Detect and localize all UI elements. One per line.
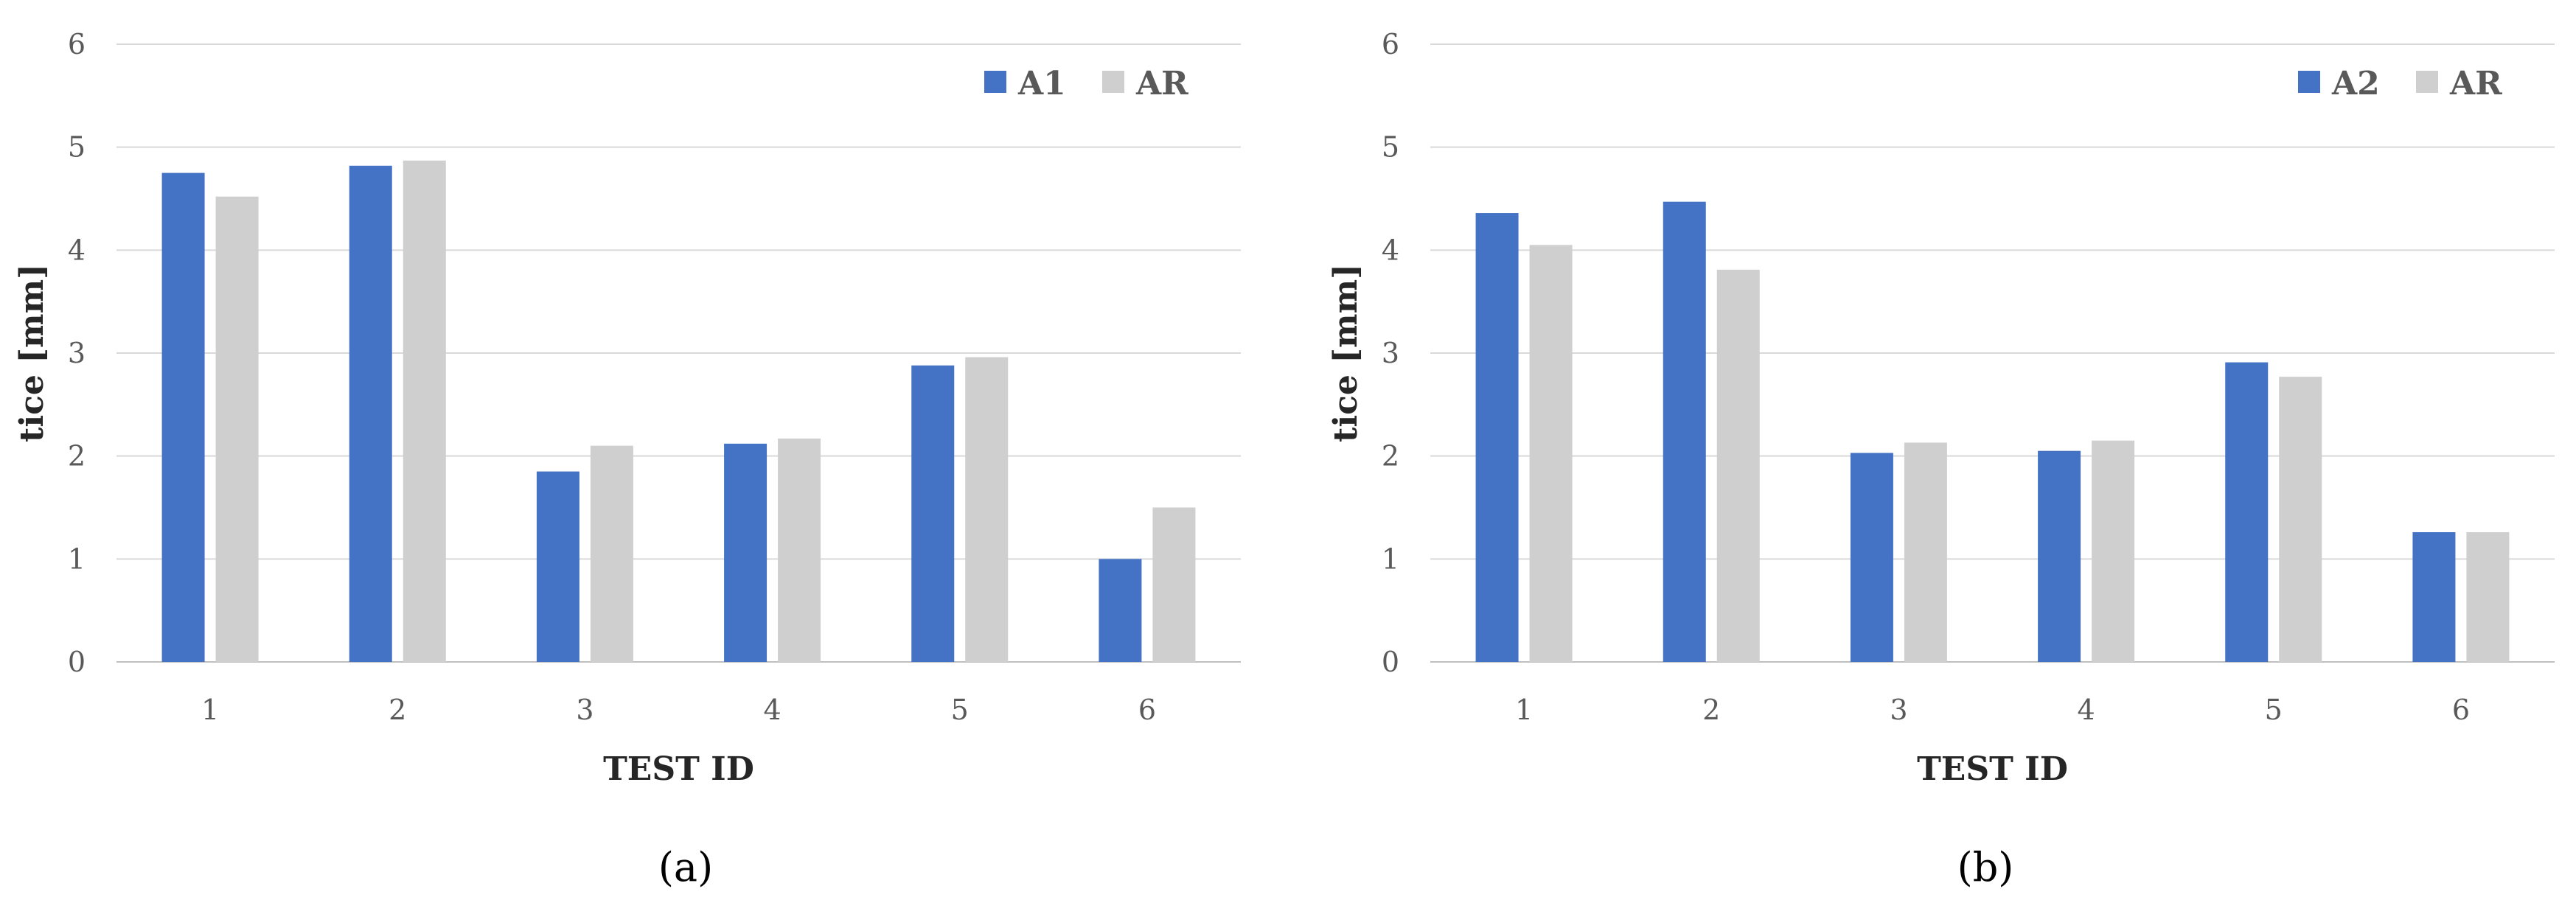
bar-ar-5 xyxy=(965,357,1009,662)
bar-a2-4 xyxy=(2038,450,2081,662)
bar-ar-2 xyxy=(1716,269,1760,662)
legend-swatch-a2 xyxy=(2298,71,2320,93)
y-tick-label: 2 xyxy=(68,440,86,472)
y-tick-label: 2 xyxy=(1382,440,1399,472)
bar-a1-1 xyxy=(161,172,205,663)
x-tick-label: 1 xyxy=(1515,694,1533,726)
legend-label-ar: AR xyxy=(1135,65,1188,102)
chart-panel-2: 0 1 2 3 4 5 6 1 2 3 4 5 6 TEST ID tice [mm] A2 AR (b) xyxy=(1327,28,2555,890)
bar-a2-6 xyxy=(2412,532,2456,662)
y-tick-label: 4 xyxy=(1382,234,1399,266)
y-tick-label: 3 xyxy=(68,337,86,369)
bar-ar-6 xyxy=(2466,532,2510,662)
legend-label-a2: A2 xyxy=(2331,65,2380,102)
x-tick-label: 2 xyxy=(1702,694,1720,726)
y-axis-title: tice [mm] xyxy=(13,264,51,442)
x-tick-label: 4 xyxy=(763,694,781,726)
y-tick-label: 0 xyxy=(68,646,86,678)
bar-ar-2 xyxy=(403,160,446,662)
bar-ar-1 xyxy=(1529,245,1573,663)
y-tick-label: 6 xyxy=(1382,28,1399,60)
bar-a2-3 xyxy=(1850,453,1893,662)
panel-caption: (a) xyxy=(658,844,713,890)
bar-ar-6 xyxy=(1152,507,1196,662)
bar-ar-5 xyxy=(2279,377,2322,662)
bar-a1-5 xyxy=(911,365,955,662)
bar-ar-4 xyxy=(778,438,821,662)
panel-caption: (b) xyxy=(1957,844,2014,890)
bar-a2-5 xyxy=(2225,362,2269,662)
bar-ar-3 xyxy=(1904,442,1947,662)
bar-a1-2 xyxy=(349,165,392,663)
x-tick-label: 2 xyxy=(389,694,406,726)
legend-label-ar: AR xyxy=(2449,65,2502,102)
legend-swatch-ar xyxy=(2416,71,2438,93)
bar-a1-4 xyxy=(724,443,767,662)
legend-swatch-ar xyxy=(1102,71,1124,93)
x-tick-label: 6 xyxy=(1138,694,1156,726)
y-tick-label: 5 xyxy=(1382,131,1399,164)
y-axis-title: tice [mm] xyxy=(1327,264,1365,442)
bar-a2-2 xyxy=(1663,201,1706,662)
x-axis-title: TEST ID xyxy=(603,750,754,788)
x-tick-label: 4 xyxy=(2077,694,2095,726)
bar-ar-3 xyxy=(590,445,633,662)
bar-a1-6 xyxy=(1099,559,1142,662)
y-tick-label: 0 xyxy=(1382,646,1399,678)
x-tick-label: 5 xyxy=(951,694,969,726)
x-tick-label: 3 xyxy=(1890,694,1907,726)
y-tick-label: 3 xyxy=(1382,337,1399,369)
bar-a2-1 xyxy=(1475,213,1519,662)
legend-label-a1: A1 xyxy=(1017,65,1066,102)
y-tick-label: 1 xyxy=(68,543,86,575)
y-tick-label: 5 xyxy=(68,131,86,164)
bar-ar-1 xyxy=(215,196,259,662)
x-tick-label: 3 xyxy=(576,694,593,726)
bar-ar-4 xyxy=(2092,440,2135,662)
x-axis-title: TEST ID xyxy=(1917,750,2068,788)
legend-swatch-a1 xyxy=(984,71,1006,93)
x-tick-label: 5 xyxy=(2265,694,2283,726)
bar-a1-3 xyxy=(536,471,579,662)
chart-panel-1: 0 1 2 3 4 5 6 1 2 3 4 5 6 TEST ID tice [mm] A1 AR (a) xyxy=(13,28,1241,890)
y-tick-label: 6 xyxy=(68,28,86,60)
x-tick-label: 1 xyxy=(201,694,219,726)
y-tick-label: 4 xyxy=(68,234,86,266)
y-tick-label: 1 xyxy=(1382,543,1399,575)
x-tick-label: 6 xyxy=(2452,694,2470,726)
